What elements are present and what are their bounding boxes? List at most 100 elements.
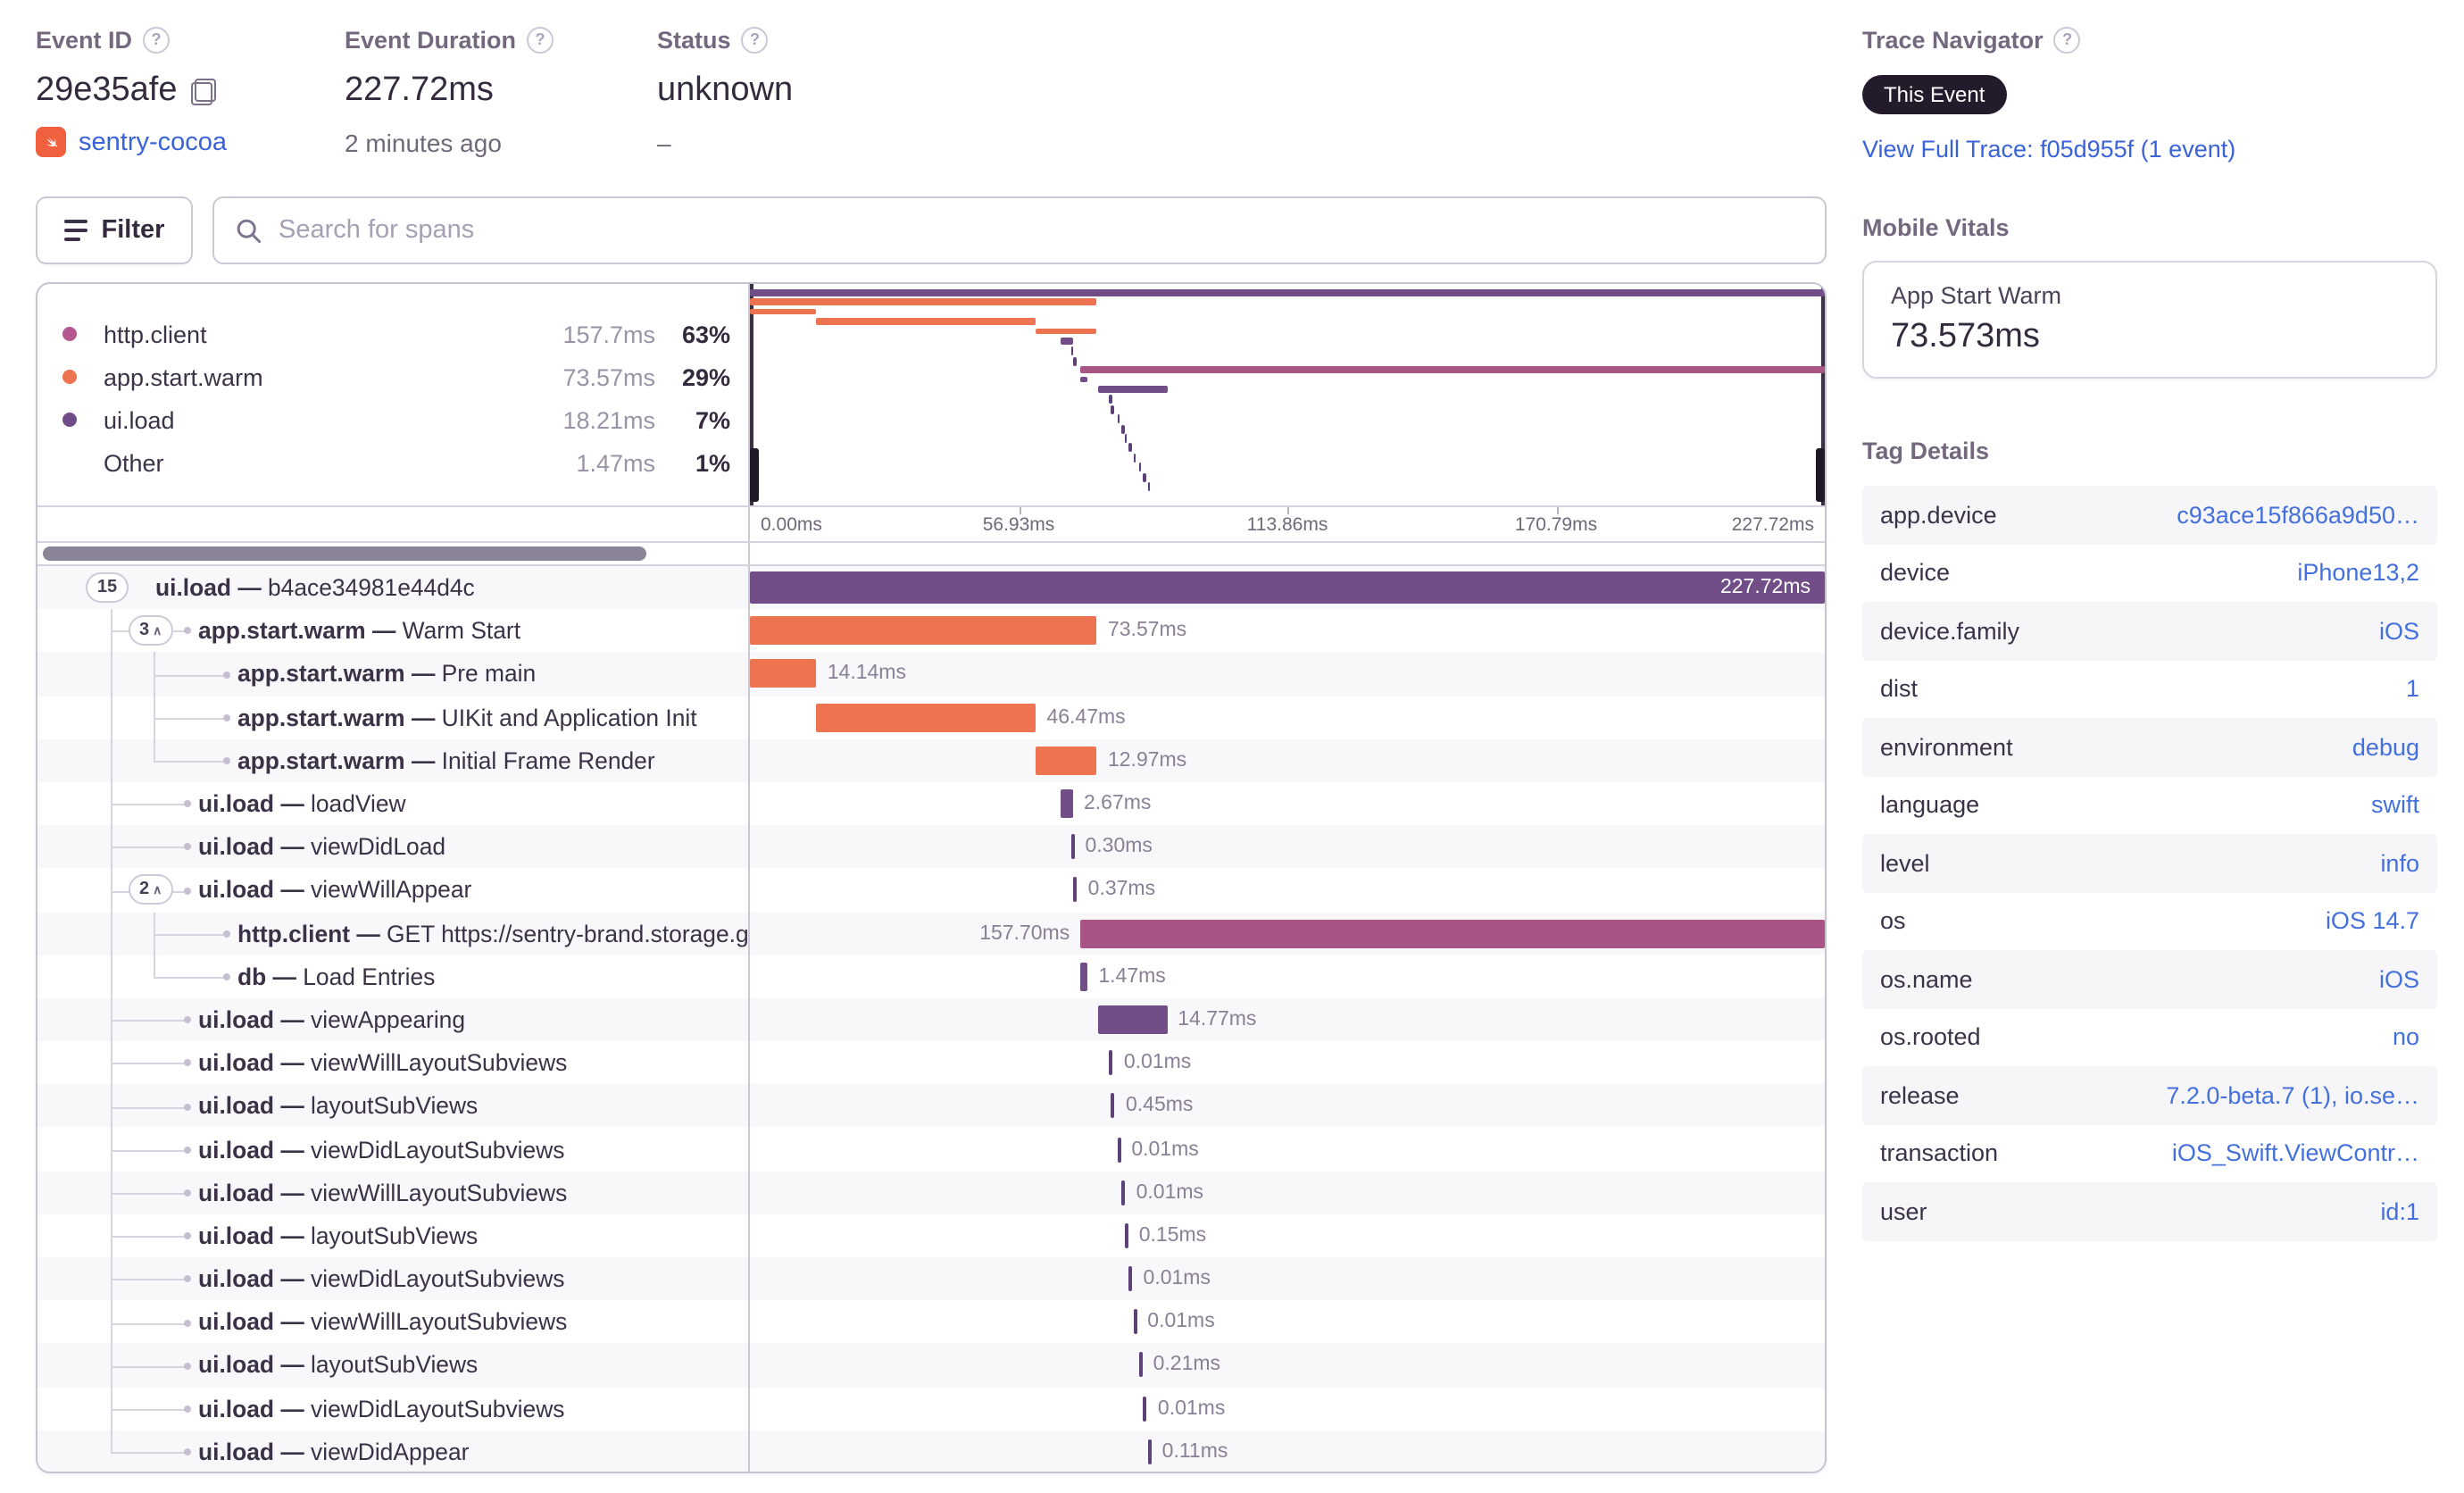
legend-percent: 1% — [695, 449, 730, 476]
tag-value-link[interactable]: iOS 14.7 — [2325, 907, 2419, 935]
span-duration-label: 12.97ms — [1107, 749, 1187, 772]
minimap-handle-right[interactable] — [1816, 448, 1825, 502]
tag-value-link[interactable]: iOS — [2378, 617, 2419, 645]
span-row[interactable]: 2 ∧ ui.load — viewWillAppear 0.37ms — [37, 868, 1825, 912]
span-row[interactable]: ui.load — viewWillLayoutSubviews 0.01ms — [37, 1300, 1825, 1344]
tag-value-link[interactable]: info — [2380, 849, 2419, 877]
span-row[interactable]: ui.load — layoutSubViews 0.15ms — [37, 1214, 1825, 1257]
span-row[interactable]: app.start.warm — Initial Frame Render 12.… — [37, 738, 1825, 782]
span-row-name-cell: ui.load — viewAppearing — [37, 997, 750, 1042]
span-duration-label: 0.01ms — [1147, 1311, 1215, 1333]
span-row-name-cell: ui.load — viewWillLayoutSubviews — [37, 1041, 750, 1085]
minimap-span — [1097, 386, 1168, 392]
legend-dot-icon — [62, 327, 77, 341]
tag-value-link[interactable]: iOS_Swift.ViewContr… — [2171, 1139, 2419, 1167]
minimap-span — [1138, 463, 1142, 472]
minimap-handle-left[interactable] — [750, 448, 759, 502]
tag-row: environment debug — [1862, 718, 2437, 776]
filter-button[interactable]: Filter — [36, 196, 193, 264]
help-icon[interactable]: ? — [2053, 26, 2081, 53]
span-row[interactable]: ui.load — layoutSubViews 0.45ms — [37, 1084, 1825, 1128]
span-row[interactable]: ui.load — viewDidLayoutSubviews 0.01ms — [37, 1127, 1825, 1172]
span-name: app.start.warm — Warm Start — [198, 617, 521, 645]
span-row-name-cell: db — Load Entries — [37, 955, 750, 998]
tag-value-link[interactable]: debug — [2352, 733, 2419, 761]
span-bar — [1060, 789, 1073, 819]
minimap-span — [1117, 414, 1120, 424]
tag-key: device.family — [1880, 617, 2020, 645]
span-row[interactable]: ui.load — viewAppearing 14.77ms — [37, 997, 1825, 1042]
legend-percent: 63% — [681, 321, 730, 347]
project-name: sentry-cocoa — [79, 128, 228, 156]
legend-duration: 18.21ms — [562, 406, 655, 433]
status-block: Status ? unknown – — [657, 21, 793, 157]
span-name: ui.load — viewDidLayoutSubviews — [198, 1395, 565, 1422]
span-row[interactable]: app.start.warm — Pre main 14.14ms — [37, 652, 1825, 696]
tag-row: app.device c93ace15f866a9d50… — [1862, 486, 2437, 544]
span-duration-label: 0.01ms — [1123, 1052, 1192, 1074]
span-children-pill[interactable]: 2 ∧ — [129, 874, 173, 905]
span-row-bar-cell: 2.67ms — [750, 782, 1825, 825]
minimap[interactable] — [750, 284, 1825, 505]
span-name: ui.load — viewWillLayoutSubviews — [198, 1179, 568, 1206]
help-icon[interactable]: ? — [527, 26, 554, 53]
span-row-bar-cell: 46.47ms — [750, 696, 1825, 738]
minimap-span — [1060, 338, 1073, 344]
span-row[interactable]: ui.load — viewDidLayoutSubviews 0.01ms — [37, 1257, 1825, 1301]
tag-value-link[interactable]: 7.2.0-beta.7 (1), io.se… — [2166, 1081, 2419, 1109]
span-row[interactable]: 15 ui.load — b4ace34981e44d4c 227.72ms — [37, 566, 1825, 610]
span-name: ui.load — viewWillAppear — [198, 876, 472, 904]
span-row[interactable]: db — Load Entries 1.47ms — [37, 955, 1825, 998]
span-bar — [1128, 1266, 1133, 1292]
span-bar — [1073, 877, 1078, 903]
minimap-span — [1109, 395, 1112, 405]
span-row[interactable]: ui.load — loadView 2.67ms — [37, 781, 1825, 826]
tag-value-link[interactable]: iPhone13,2 — [2297, 559, 2419, 587]
view-full-trace-link[interactable]: View Full Trace: f05d955f (1 event) — [1862, 136, 2236, 163]
span-name: ui.load — viewDidLayoutSubviews — [198, 1136, 565, 1164]
tag-value-link[interactable]: id:1 — [2380, 1197, 2419, 1225]
this-event-badge[interactable]: This Event — [1862, 75, 2007, 114]
tag-value-link[interactable]: swift — [2371, 791, 2419, 819]
span-row[interactable]: ui.load — viewWillLayoutSubviews 0.01ms — [37, 1041, 1825, 1085]
search-input[interactable] — [279, 216, 1803, 245]
status-value: unknown — [657, 71, 794, 109]
axis-tickmark — [1556, 507, 1558, 514]
minimap-span — [1111, 405, 1114, 414]
span-row[interactable]: http.client — GET https://sentry-brand.s… — [37, 912, 1825, 955]
span-row[interactable]: app.start.warm — UIKit and Application I… — [37, 696, 1825, 739]
tag-value-link[interactable]: c93ace15f866a9d50… — [2177, 501, 2419, 529]
minimap-span — [816, 318, 1036, 325]
minimap-span — [1143, 472, 1146, 482]
tag-value-link[interactable]: no — [2392, 1023, 2419, 1051]
span-duration-label: 46.47ms — [1046, 706, 1126, 729]
project-link[interactable]: sentry-cocoa — [36, 127, 227, 157]
span-name: ui.load — viewWillLayoutSubviews — [198, 1049, 568, 1077]
span-row-name-cell: app.start.warm — Pre main — [37, 652, 750, 696]
tag-key: device — [1880, 559, 1951, 587]
span-bar — [816, 703, 1036, 732]
minimap-span — [750, 298, 1097, 305]
tag-value-link[interactable]: 1 — [2405, 675, 2419, 703]
help-icon[interactable]: ? — [143, 26, 171, 53]
event-duration-block: Event Duration ? 227.72ms 2 minutes ago — [345, 21, 554, 157]
tag-value-link[interactable]: iOS — [2378, 965, 2419, 993]
span-row[interactable]: 3 ∧ app.start.warm — Warm Start 73.57ms — [37, 609, 1825, 653]
vital-value: 73.573ms — [1891, 318, 2040, 355]
tag-row: os.name iOS — [1862, 950, 2437, 1008]
span-row[interactable]: ui.load — viewDidLayoutSubviews 0.01ms — [37, 1387, 1825, 1430]
horizontal-scrollbar[interactable] — [43, 546, 646, 561]
copy-icon[interactable] — [191, 78, 217, 104]
event-duration-label: Event Duration — [345, 26, 517, 53]
span-row[interactable]: ui.load — viewDidAppear 0.11ms — [37, 1430, 1825, 1472]
span-row[interactable]: ui.load — layoutSubViews 0.21ms — [37, 1343, 1825, 1388]
span-row-bar-cell: 0.37ms — [750, 869, 1825, 912]
span-children-pill[interactable]: 3 ∧ — [129, 615, 173, 646]
span-row-name-cell: ui.load — viewDidLayoutSubviews — [37, 1387, 750, 1430]
help-icon[interactable]: ? — [741, 26, 769, 53]
legend-op-name: http.client — [104, 321, 207, 347]
tag-row: level info — [1862, 834, 2437, 892]
span-row[interactable]: ui.load — viewDidLoad 0.30ms — [37, 825, 1825, 869]
span-row[interactable]: ui.load — viewWillLayoutSubviews 0.01ms — [37, 1171, 1825, 1214]
span-children-pill[interactable]: 15 — [86, 572, 129, 604]
